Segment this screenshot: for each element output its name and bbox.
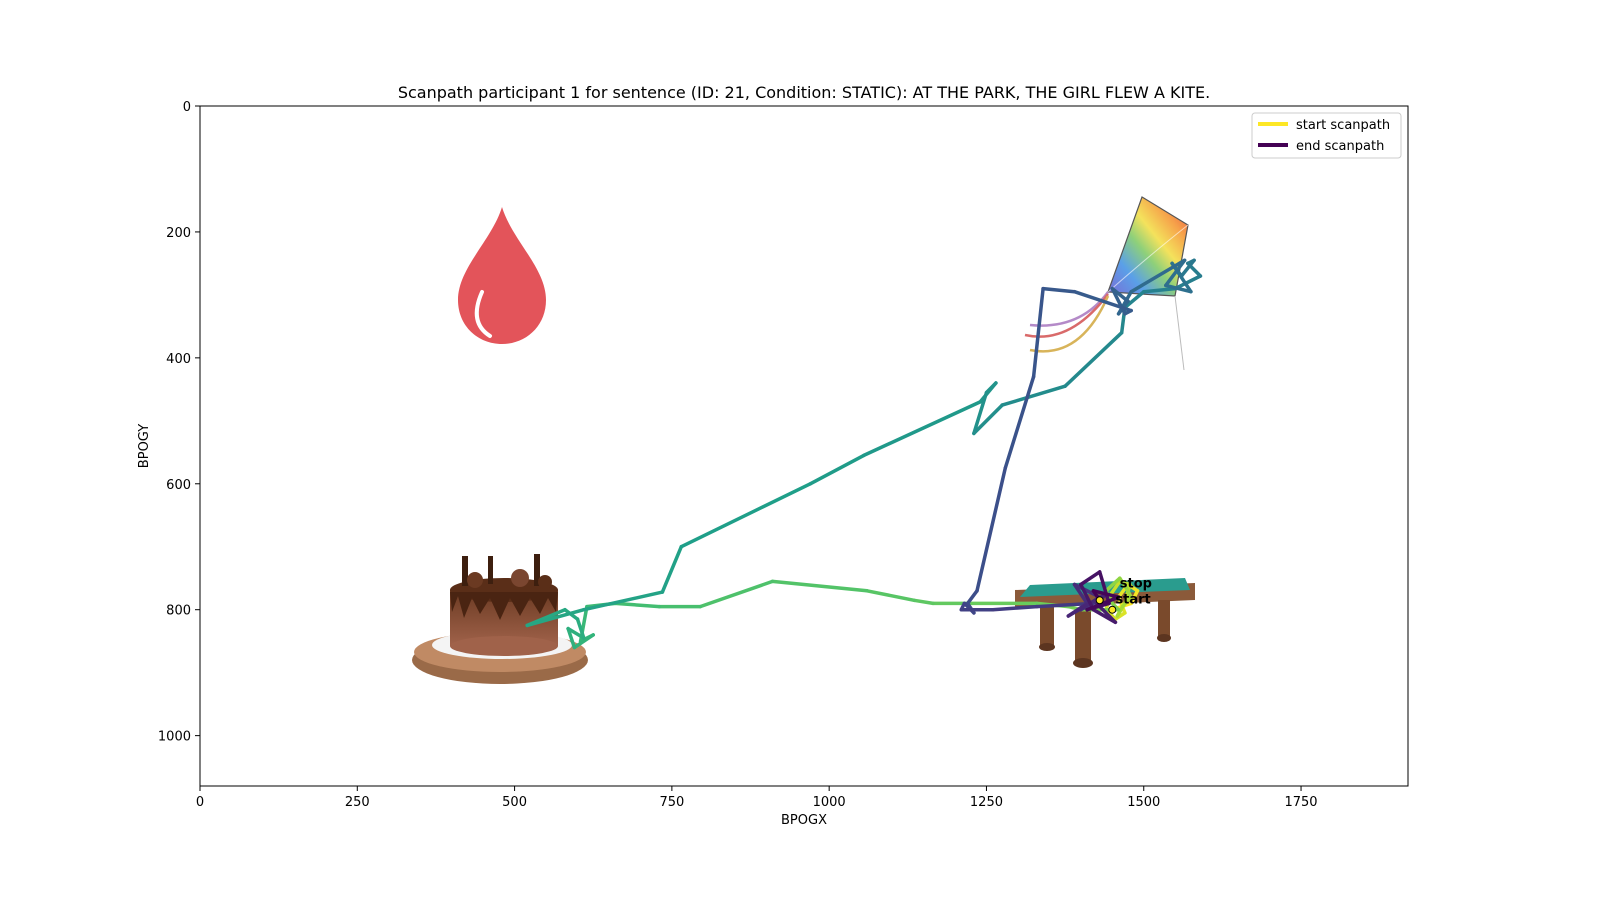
scanpath-segment bbox=[1170, 261, 1193, 294]
x-tick-label: 1500 bbox=[1127, 795, 1160, 810]
scanpath-segment bbox=[698, 579, 775, 609]
scanpath-segment bbox=[1097, 570, 1111, 606]
scanpath-segment bbox=[912, 598, 935, 606]
legend-start-label: start scanpath bbox=[1296, 118, 1390, 133]
scanpath-segment bbox=[1085, 595, 1121, 612]
scanpath-segment bbox=[865, 589, 916, 603]
scanpath-segment bbox=[1091, 589, 1121, 599]
legend-end-label: end scanpath bbox=[1296, 139, 1384, 154]
x-tick-label: 1750 bbox=[1284, 795, 1317, 810]
scanpath-segment bbox=[1041, 286, 1077, 294]
scanpath-segment bbox=[1079, 570, 1102, 587]
start-marker bbox=[1108, 605, 1117, 614]
axes-frame bbox=[199, 105, 1409, 787]
scanpath-segment bbox=[1164, 258, 1187, 288]
scanpath-segment bbox=[770, 579, 869, 593]
scanpath-segment bbox=[1173, 274, 1203, 291]
scanpath-segment bbox=[972, 390, 989, 436]
scanpath-segment bbox=[972, 403, 1004, 436]
scanpath-segment bbox=[965, 589, 979, 606]
scanpath-segment bbox=[572, 633, 595, 650]
scanpath-segment bbox=[1104, 576, 1122, 593]
scanpath-segment bbox=[1123, 289, 1146, 310]
x-tick-label: 250 bbox=[345, 795, 370, 810]
y-tick-label: 400 bbox=[166, 352, 191, 367]
scanpath-segment bbox=[1118, 576, 1128, 590]
scanpath-segment bbox=[1000, 384, 1067, 407]
scanpath-segment bbox=[991, 604, 1039, 612]
scanpath-segment bbox=[1129, 258, 1187, 294]
scanpath-segment bbox=[1072, 289, 1133, 313]
x-tick-label: 1250 bbox=[970, 795, 1003, 810]
x-tick-label: 1000 bbox=[813, 795, 846, 810]
scanpath-segment bbox=[1003, 374, 1036, 470]
scanpath-segment bbox=[582, 590, 665, 612]
y-tick-label: 600 bbox=[166, 478, 191, 493]
scanpath-segment bbox=[1129, 589, 1140, 606]
scanpath-segment bbox=[525, 607, 586, 628]
stop-marker bbox=[1095, 596, 1104, 605]
scanpath-segment bbox=[660, 544, 684, 594]
y-tick-label: 800 bbox=[166, 604, 191, 619]
scanpath-segment bbox=[566, 626, 586, 640]
scanpath-segment bbox=[679, 482, 813, 549]
scanpath-segment bbox=[1072, 582, 1089, 606]
scanpath-segment bbox=[1124, 585, 1133, 599]
scanpath-segment bbox=[1164, 283, 1193, 294]
scanpath-segment bbox=[1142, 286, 1177, 294]
scanpath-segment bbox=[1091, 607, 1118, 625]
x-tick-label: 500 bbox=[502, 795, 527, 810]
y-tick-label: 1000 bbox=[158, 730, 191, 745]
annotation-stop: stop bbox=[1120, 577, 1152, 592]
scanpath-segment bbox=[984, 381, 998, 395]
x-tick-label: 750 bbox=[659, 795, 684, 810]
scanpath-segment bbox=[862, 400, 982, 458]
x-tick-label: 0 bbox=[196, 795, 204, 810]
scanpath-segment bbox=[808, 453, 866, 486]
scanpath-segment bbox=[1063, 330, 1124, 388]
scanpath-segment bbox=[1123, 582, 1132, 606]
scanpath-segment bbox=[1079, 582, 1096, 612]
y-tick-label: 200 bbox=[166, 226, 191, 241]
y-tick-label: 0 bbox=[183, 100, 191, 115]
scanpath-segment bbox=[566, 626, 577, 650]
annotation-start: start bbox=[1115, 592, 1150, 607]
scanpath-segment bbox=[1179, 258, 1196, 278]
scanpath-segment bbox=[975, 466, 1008, 593]
y-axis-label: BPOGY bbox=[137, 424, 152, 468]
scanpath-segment bbox=[1031, 286, 1045, 379]
plot-area bbox=[200, 106, 1408, 786]
x-axis-label: BPOGX bbox=[781, 813, 827, 828]
legend: start scanpath end scanpath bbox=[1251, 112, 1402, 159]
scanpath-segment bbox=[575, 617, 586, 640]
water-drop-icon bbox=[458, 207, 546, 344]
chocolate-cake-icon bbox=[412, 554, 588, 684]
chart-title: Scanpath participant 1 for sentence (ID:… bbox=[398, 83, 1210, 102]
scanpath-segment bbox=[1120, 595, 1133, 609]
scanpath-segment bbox=[1115, 604, 1125, 618]
scanpath-segment bbox=[1113, 611, 1127, 621]
scanpath-segment bbox=[613, 601, 662, 609]
scanpath-segment bbox=[1109, 579, 1122, 596]
